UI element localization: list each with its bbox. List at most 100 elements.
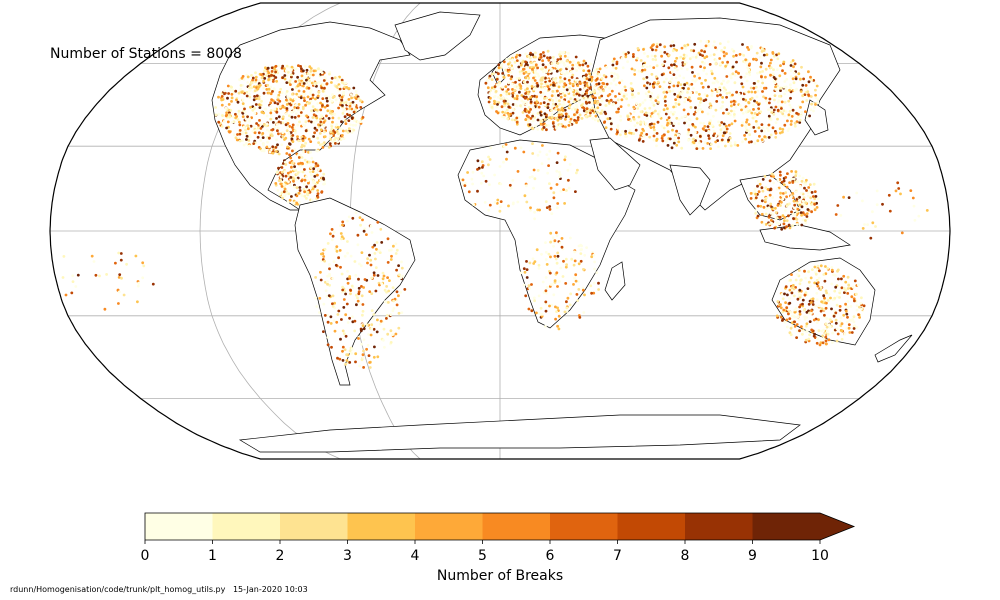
station-point (652, 138, 656, 142)
station-point (311, 160, 315, 164)
station-point (502, 115, 506, 119)
station-point (534, 124, 537, 128)
station-point (309, 140, 313, 144)
station-point (614, 101, 618, 105)
station-point (332, 260, 336, 264)
station-point (315, 305, 319, 308)
station-point (376, 220, 380, 224)
station-point (497, 72, 500, 76)
station-point (697, 146, 701, 150)
station-point (519, 271, 523, 275)
station-point (544, 258, 548, 261)
station-point (395, 248, 399, 252)
colorbar: 0 1 2 3 4 5 6 7 8 9 10 Number of Breaks (141, 512, 856, 584)
station-point (798, 288, 802, 292)
station-point (576, 168, 579, 172)
station-point (654, 109, 657, 113)
station-point (744, 137, 748, 141)
station-point (757, 190, 761, 194)
station-point (648, 95, 652, 98)
station-point (285, 107, 289, 110)
station-point (581, 63, 585, 67)
station-point (616, 98, 620, 102)
station-point (119, 252, 123, 255)
station-point (796, 180, 799, 184)
station-point (745, 118, 749, 122)
station-point (785, 219, 789, 223)
station-point (357, 286, 361, 290)
station-point (709, 147, 712, 151)
station-point (350, 352, 353, 355)
station-point (507, 62, 510, 66)
station-point (225, 126, 229, 130)
station-point (281, 105, 285, 109)
station-point (817, 318, 820, 322)
station-point (331, 116, 335, 120)
station-point (680, 146, 684, 150)
station-point (818, 269, 821, 273)
station-point (260, 99, 263, 103)
station-point (287, 131, 291, 135)
station-point (273, 67, 276, 71)
station-point (781, 197, 785, 201)
station-point (294, 131, 297, 135)
station-point (400, 266, 404, 270)
station-point (562, 88, 566, 92)
station-point (646, 117, 649, 120)
station-point (248, 83, 252, 87)
station-point (291, 99, 295, 103)
station-point (792, 217, 795, 220)
colorbar-tick-label: 1 (208, 548, 217, 564)
station-point (831, 341, 834, 344)
station-point (759, 85, 763, 89)
station-point (814, 96, 818, 100)
station-point (229, 85, 233, 89)
station-point (386, 237, 390, 241)
station-point (541, 67, 545, 71)
station-point (322, 121, 326, 124)
station-point (313, 131, 316, 135)
station-point (530, 78, 534, 82)
station-point (724, 144, 727, 148)
station-point (798, 121, 802, 124)
station-point (321, 104, 324, 107)
station-point (779, 315, 783, 319)
station-point (718, 86, 721, 90)
colorbar-swatch (347, 513, 416, 540)
station-point (357, 97, 361, 100)
station-point (230, 100, 233, 103)
station-point (753, 187, 757, 191)
station-point (755, 122, 759, 126)
station-point (558, 115, 561, 119)
station-point (769, 202, 773, 206)
station-point (562, 85, 566, 88)
station-point (323, 314, 327, 317)
station-point (808, 200, 812, 204)
station-point (263, 69, 266, 73)
station-point (782, 308, 786, 312)
station-point (539, 90, 543, 94)
station-point (272, 121, 275, 124)
station-point (568, 163, 572, 166)
station-point (771, 172, 774, 176)
station-point (766, 188, 770, 191)
station-point (300, 179, 304, 183)
station-point (335, 245, 339, 249)
station-point (552, 77, 555, 81)
station-point (367, 354, 371, 357)
station-point (808, 183, 812, 187)
station-point (557, 314, 561, 318)
station-point (391, 309, 395, 313)
station-point (578, 93, 581, 97)
station-point (289, 98, 293, 101)
station-point (300, 67, 303, 71)
station-point (390, 254, 393, 258)
station-point (810, 102, 813, 106)
station-point (888, 209, 892, 213)
station-point (724, 64, 727, 68)
station-point (508, 57, 512, 61)
station-point (790, 195, 793, 199)
station-point (899, 192, 902, 196)
station-point (802, 203, 805, 207)
station-point (600, 85, 604, 88)
